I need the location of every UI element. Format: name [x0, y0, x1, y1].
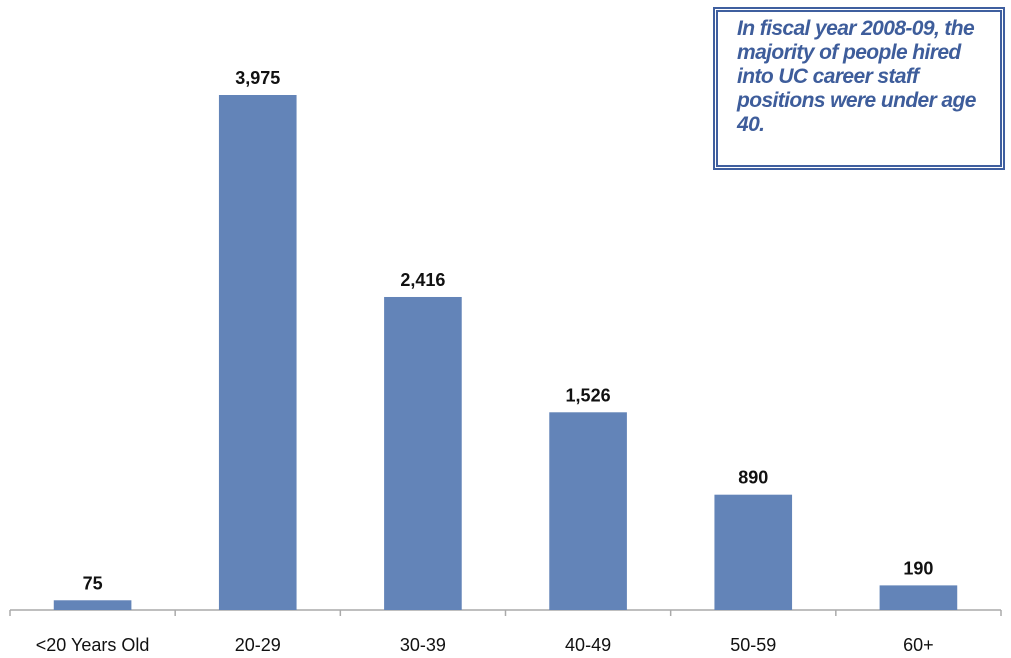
data-label: 1,526 [566, 385, 611, 405]
category-label: 20-29 [235, 635, 281, 655]
bar [384, 296, 462, 610]
category-label: <20 Years Old [36, 635, 150, 655]
category-label: 50-59 [730, 635, 776, 655]
data-label: 3,975 [235, 68, 280, 88]
bar [53, 600, 132, 610]
bar [549, 412, 627, 610]
bar [714, 494, 793, 610]
category-label: 60+ [903, 635, 934, 655]
data-label: 890 [738, 468, 768, 488]
category-labels: <20 Years Old 20-29 30-39 40-49 50-59 60+ [36, 635, 934, 655]
category-label: 30-39 [400, 635, 446, 655]
data-label: 75 [83, 573, 103, 593]
data-label: 2,416 [400, 270, 445, 290]
annotation-callout: In fiscal year 2008-09, the majority of … [713, 7, 1005, 170]
bar [218, 95, 297, 610]
bars [53, 95, 958, 610]
data-labels: 75 3,975 2,416 1,526 890 190 [83, 68, 934, 593]
x-axis-ticks [9, 610, 1002, 616]
bar [879, 585, 958, 610]
annotation-text: In fiscal year 2008-09, the majority of … [737, 17, 976, 136]
category-label: 40-49 [565, 635, 611, 655]
data-label: 190 [903, 558, 933, 578]
